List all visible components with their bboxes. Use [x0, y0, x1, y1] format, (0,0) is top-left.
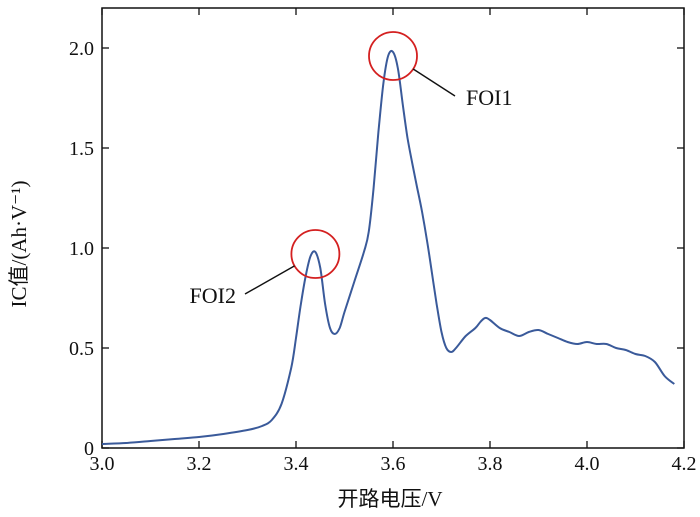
- highlight-circle: [290, 229, 341, 279]
- x-tick-label: 3.0: [90, 453, 115, 475]
- leader-line: [244, 265, 295, 295]
- plot-frame: [101, 7, 685, 449]
- y-tick-label: 1.0: [69, 238, 94, 260]
- y-tick-label: 0.5: [69, 338, 94, 360]
- ic-series-line: [101, 49, 675, 445]
- annotations: FOI1 FOI2: [190, 31, 512, 308]
- axes: [101, 7, 685, 449]
- annotation-label: FOI2: [190, 283, 236, 308]
- x-tick-label: 3.2: [187, 453, 212, 475]
- series: [101, 49, 675, 445]
- x-tick-label: 4.0: [575, 453, 600, 475]
- y-tick-label: 1.5: [69, 138, 94, 160]
- annotation-label: FOI1: [466, 85, 512, 110]
- x-tick-label: 3.4: [284, 453, 309, 475]
- ticks: 3.0 3.2 3.4 3.6 3.8 4.0 4.2 0 0.5 1.0 1.5 2.0: [69, 8, 697, 475]
- x-tick-label: 3.8: [478, 453, 503, 475]
- y-tick-label: 2.0: [69, 38, 94, 60]
- y-axis-title: IC值/(Ah·V⁻¹): [7, 180, 31, 307]
- x-axis-title: 开路电压/V: [338, 487, 443, 511]
- x-tick-label: 4.2: [672, 453, 697, 475]
- y-tick-label: 0: [84, 438, 94, 460]
- highlight-circle: [368, 31, 418, 81]
- leader-line: [412, 68, 456, 97]
- x-tick-label: 3.6: [381, 453, 406, 475]
